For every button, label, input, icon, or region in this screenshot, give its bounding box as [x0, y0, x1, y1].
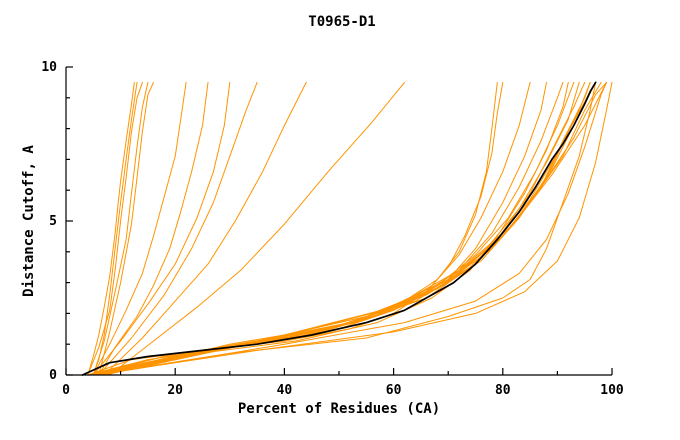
model-curve	[98, 81, 607, 376]
y-axis-label: Distance Cutoff, A	[21, 145, 37, 297]
model-curve	[92, 81, 231, 376]
model-curve	[87, 81, 143, 376]
y-tick-label: 5	[49, 214, 57, 229]
model-curve	[109, 81, 405, 376]
model-curve	[98, 81, 607, 376]
model-curve	[103, 81, 307, 376]
tick-labels: 0 20 40 60 80 100 0 5 10	[41, 60, 624, 398]
x-tick-label: 80	[495, 383, 511, 398]
chart-title: T0965-D1	[308, 14, 375, 30]
model-curve	[92, 81, 597, 376]
model-curve	[98, 81, 591, 376]
y-tick-label: 0	[49, 368, 57, 383]
x-tick-label: 0	[62, 383, 70, 398]
model-curve	[98, 81, 154, 376]
model-curve	[98, 81, 258, 376]
model-curve	[87, 81, 135, 376]
x-tick-label: 40	[277, 383, 293, 398]
model-curve	[92, 81, 597, 376]
model-curve	[98, 81, 597, 376]
x-tick-label: 100	[600, 383, 624, 398]
model-curve	[87, 81, 504, 376]
model-curve	[92, 81, 569, 376]
model-curve	[98, 81, 602, 376]
model-curve	[98, 81, 209, 376]
y-tick-label: 10	[41, 60, 57, 75]
model-curve	[103, 81, 591, 376]
model-curve	[92, 81, 613, 376]
highlight-curve	[81, 81, 597, 376]
x-axis-label: Percent of Residues (CA)	[238, 401, 440, 417]
model-curve	[103, 81, 607, 376]
x-tick-label: 60	[386, 383, 402, 398]
x-tick-label: 20	[167, 383, 183, 398]
model-curves	[81, 81, 613, 376]
model-curve	[92, 81, 149, 376]
axes	[65, 66, 613, 376]
model-curve	[87, 81, 498, 376]
model-curve	[92, 81, 187, 376]
